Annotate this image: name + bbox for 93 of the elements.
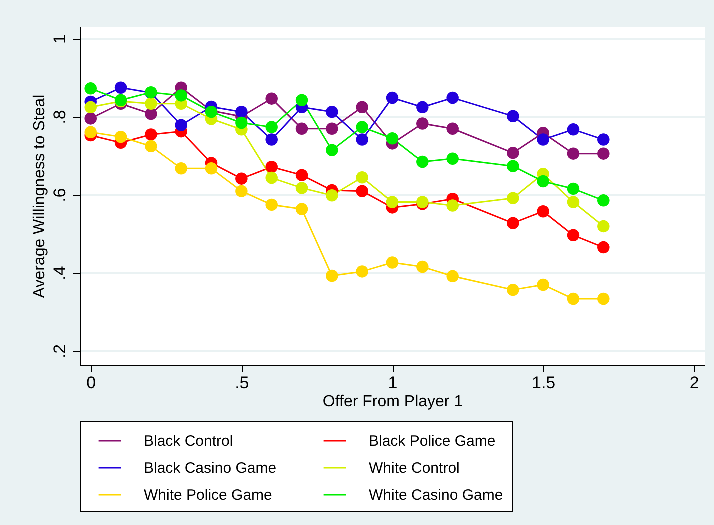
point — [567, 196, 580, 208]
y-tick-label: 1 — [50, 34, 70, 44]
point — [416, 101, 429, 114]
point — [567, 292, 580, 306]
point — [567, 148, 580, 160]
point — [145, 98, 158, 110]
legend-label: White Police Game — [144, 487, 272, 504]
point — [266, 121, 278, 134]
point — [386, 92, 399, 104]
legend-label: White Casino Game — [369, 487, 504, 504]
legend-label: Black Police Game — [369, 433, 496, 450]
point — [567, 124, 580, 136]
point — [175, 162, 188, 175]
point — [84, 82, 97, 95]
x-tick-label: 0 — [86, 374, 96, 392]
point — [326, 190, 338, 202]
point — [446, 270, 459, 283]
point — [446, 122, 459, 135]
point — [296, 94, 308, 106]
y-axis-title: Average Willingness to Steal — [32, 94, 48, 298]
point — [236, 106, 248, 118]
point — [114, 82, 128, 94]
x-axis-title: Offer From Player 1 — [322, 394, 464, 410]
point — [598, 241, 610, 254]
point — [537, 206, 550, 218]
y-tick-label: .8 — [50, 110, 70, 124]
point — [537, 278, 550, 292]
point — [205, 162, 218, 175]
point — [386, 196, 399, 208]
point — [567, 182, 580, 196]
point — [84, 112, 97, 125]
point — [537, 175, 550, 188]
y-tick-label: .4 — [50, 266, 70, 280]
y-tick-label: .6 — [50, 188, 70, 202]
point — [446, 200, 459, 212]
point — [416, 156, 429, 168]
point — [386, 256, 399, 269]
point — [598, 220, 610, 233]
legend-label: Black Control — [144, 433, 234, 450]
point — [236, 172, 248, 185]
point — [356, 121, 368, 134]
point — [416, 260, 429, 274]
point — [356, 134, 368, 146]
point — [416, 118, 429, 130]
point — [175, 119, 188, 132]
point — [236, 185, 248, 198]
point — [507, 192, 520, 204]
x-tick-label: 2 — [690, 374, 700, 392]
y-tick-label: .2 — [50, 344, 70, 359]
x-tick-label: .5 — [235, 374, 250, 392]
point — [296, 169, 308, 182]
point — [507, 284, 520, 296]
point — [598, 292, 610, 306]
point — [356, 185, 368, 198]
point — [537, 134, 550, 146]
point — [266, 172, 278, 184]
point — [296, 182, 308, 194]
point — [84, 126, 97, 138]
point — [598, 134, 610, 146]
point — [175, 90, 188, 102]
point — [266, 198, 278, 212]
point — [326, 144, 338, 156]
x-tick-label: 1.5 — [532, 374, 556, 392]
point — [507, 160, 520, 172]
point — [114, 130, 128, 144]
point — [145, 108, 158, 120]
point — [507, 146, 520, 160]
point — [326, 106, 338, 118]
point — [356, 172, 368, 184]
point — [145, 140, 158, 153]
point — [266, 92, 278, 105]
x-tick-label: 1 — [388, 374, 398, 392]
point — [145, 128, 158, 141]
point — [266, 161, 278, 174]
point — [598, 148, 610, 160]
legend-label: White Control — [369, 460, 460, 477]
legend-label: Black Casino Game — [144, 460, 277, 477]
point — [598, 194, 610, 207]
point — [84, 101, 97, 114]
point — [296, 122, 308, 135]
point — [386, 132, 399, 145]
point — [296, 203, 308, 216]
point — [266, 134, 278, 146]
point — [567, 229, 580, 242]
point — [446, 92, 459, 104]
point — [356, 266, 368, 278]
point — [446, 152, 459, 166]
point — [507, 217, 520, 230]
point — [326, 122, 338, 135]
point — [507, 110, 520, 122]
point — [356, 101, 368, 114]
point — [236, 116, 248, 130]
point — [326, 270, 338, 282]
